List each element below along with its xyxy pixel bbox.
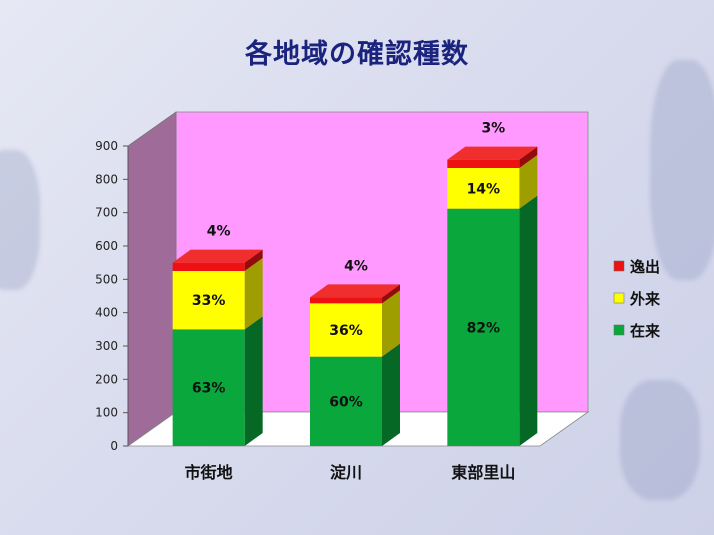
y-tick-label-0: 0 bbox=[110, 439, 118, 453]
data-label-1-1: 36% bbox=[329, 323, 363, 339]
legend-swatch-2 bbox=[613, 260, 625, 272]
bar-segment-2-0 bbox=[447, 208, 520, 446]
y-tick-label-6: 600 bbox=[95, 239, 118, 253]
background-brush-bottom-right bbox=[620, 380, 700, 500]
y-tick-label-8: 800 bbox=[95, 172, 118, 186]
y-tick-label-4: 400 bbox=[95, 306, 118, 320]
bar-segment-1-0 bbox=[310, 356, 382, 446]
y-tick-label-3: 300 bbox=[95, 339, 118, 353]
bar-side-2-1 bbox=[519, 155, 538, 209]
bar-top-0 bbox=[172, 249, 263, 263]
legend-swatch-0 bbox=[613, 324, 625, 336]
legend-label-2: 逸出 bbox=[630, 258, 660, 276]
bar-side-1-2 bbox=[382, 284, 400, 304]
data-label-2-1: 14% bbox=[467, 181, 501, 197]
background-brush-right bbox=[650, 60, 714, 280]
bar-side-1-0 bbox=[382, 343, 400, 446]
y-tick-label-7: 700 bbox=[95, 206, 118, 220]
data-label-1-0: 60% bbox=[329, 394, 363, 410]
bar-side-1-1 bbox=[382, 290, 400, 357]
data-label-0-2: 4% bbox=[207, 224, 231, 240]
x-tick-label-1: 淀川 bbox=[330, 463, 362, 482]
y-tick-label-1: 100 bbox=[95, 406, 118, 420]
legend-swatch-1 bbox=[613, 292, 625, 304]
bar-segment-1-2 bbox=[310, 297, 382, 304]
bar-side-0-0 bbox=[244, 316, 263, 446]
bar-segment-0-1 bbox=[172, 271, 245, 330]
chart-title: 各地域の確認種数 bbox=[245, 39, 469, 70]
y-tick-label-9: 900 bbox=[95, 139, 118, 153]
bar-side-0-1 bbox=[244, 258, 263, 330]
x-tick-label-0: 市街地 bbox=[185, 463, 233, 482]
legend-label-0: 在来 bbox=[630, 322, 661, 340]
bar-segment-0-2 bbox=[172, 262, 245, 271]
bar-segment-1-1 bbox=[310, 303, 382, 357]
bar-segment-0-0 bbox=[172, 329, 245, 446]
y-tick-label-5: 500 bbox=[95, 272, 118, 286]
bar-side-2-2 bbox=[519, 146, 538, 168]
data-label-2-0: 82% bbox=[467, 320, 501, 336]
bar-top-2 bbox=[447, 146, 538, 160]
data-label-1-2: 4% bbox=[344, 258, 368, 274]
legend-label-1: 外来 bbox=[629, 290, 661, 308]
data-label-0-0: 63% bbox=[192, 381, 226, 397]
plot-side-wall bbox=[127, 111, 177, 447]
x-tick-label-2: 東部里山 bbox=[451, 463, 515, 482]
bar-side-2-0 bbox=[519, 195, 538, 446]
bar-segment-2-1 bbox=[447, 168, 520, 209]
background-brush-left bbox=[0, 150, 40, 290]
y-tick-label-2: 200 bbox=[95, 372, 118, 386]
bar-segment-2-2 bbox=[447, 159, 520, 168]
bar-side-0-2 bbox=[244, 249, 263, 271]
data-label-0-1: 33% bbox=[192, 293, 226, 309]
bar-top-1 bbox=[310, 284, 400, 298]
data-label-2-2: 3% bbox=[481, 121, 505, 137]
